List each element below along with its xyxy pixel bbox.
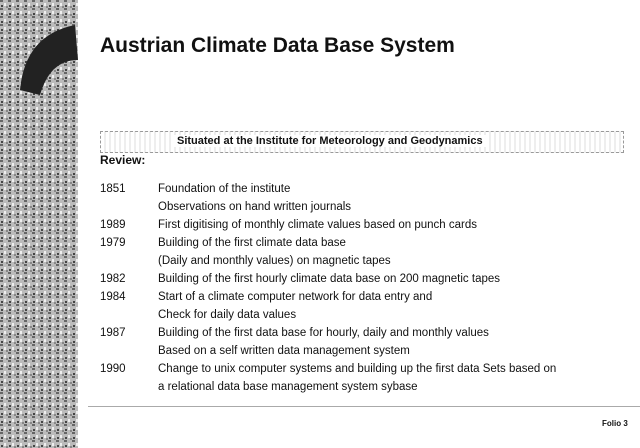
footer-rule	[88, 406, 640, 407]
year-spacer	[100, 342, 158, 360]
year: 1989	[100, 219, 126, 231]
banner: Situated at the Institute for Meteorolog…	[100, 131, 624, 153]
entry-text: Check for daily data values	[158, 309, 297, 321]
year: 1982	[100, 273, 126, 285]
year-spacer	[100, 252, 158, 270]
section-heading: Review:	[100, 153, 146, 167]
entry-row: (Daily and monthly values) on magnetic t…	[100, 252, 630, 270]
entry-text: First digitising of monthly climate valu…	[158, 219, 477, 231]
entry-row: Check for daily data values	[100, 306, 630, 324]
entry-text: Based on a self written data management …	[158, 345, 410, 357]
entry-row: Based on a self written data management …	[100, 342, 630, 360]
entry-text: Start of a climate computer network for …	[158, 291, 433, 303]
year: 1987	[100, 327, 126, 339]
entry-row: 1984 Start of a climate computer network …	[100, 288, 630, 306]
decorative-strip	[0, 0, 78, 448]
entry-text: Building of the first data base for hour…	[158, 327, 489, 339]
entry-row: 1989 First digitising of monthly climate …	[100, 216, 630, 234]
year-spacer	[100, 306, 158, 324]
entry-text: Change to unix computer systems and buil…	[158, 363, 557, 375]
entry-row: 1987 Building of the first data base for …	[100, 324, 630, 342]
year: 1990	[100, 363, 126, 375]
entry-row: 1990 Change to unix computer systems and …	[100, 360, 630, 378]
year-spacer	[100, 198, 158, 216]
banner-text: Situated at the Institute for Meteorolog…	[171, 135, 489, 147]
entry-text: (Daily and monthly values) on magnetic t…	[158, 255, 391, 267]
year-spacer	[100, 378, 158, 396]
entry-row: a relational data base management system…	[100, 378, 630, 396]
entry-text: Foundation of the institute	[158, 183, 291, 195]
year: 1979	[100, 237, 126, 249]
entry-row: 1982 Building of the first hourly climate…	[100, 270, 630, 288]
entry-text: Building of the first hourly climate dat…	[158, 273, 501, 285]
entry-text: Observations on hand written journals	[158, 201, 352, 213]
logo	[20, 25, 78, 95]
title: Austrian Climate Data Base System	[100, 34, 455, 57]
year: 1851	[100, 183, 126, 195]
entry-row: Observations on hand written journals	[100, 198, 630, 216]
entry-row: 1851 Foundation of the institute	[100, 180, 630, 198]
year: 1984	[100, 291, 126, 303]
entry-list: 1851 Foundation of the institute Observati…	[100, 180, 630, 396]
entry-text: a relational data base management system…	[158, 381, 418, 393]
entry-row: 1979 Building of the first climate data b…	[100, 234, 630, 252]
folio: Folio 3	[602, 419, 628, 428]
entry-text: Building of the first climate data base	[158, 237, 346, 249]
